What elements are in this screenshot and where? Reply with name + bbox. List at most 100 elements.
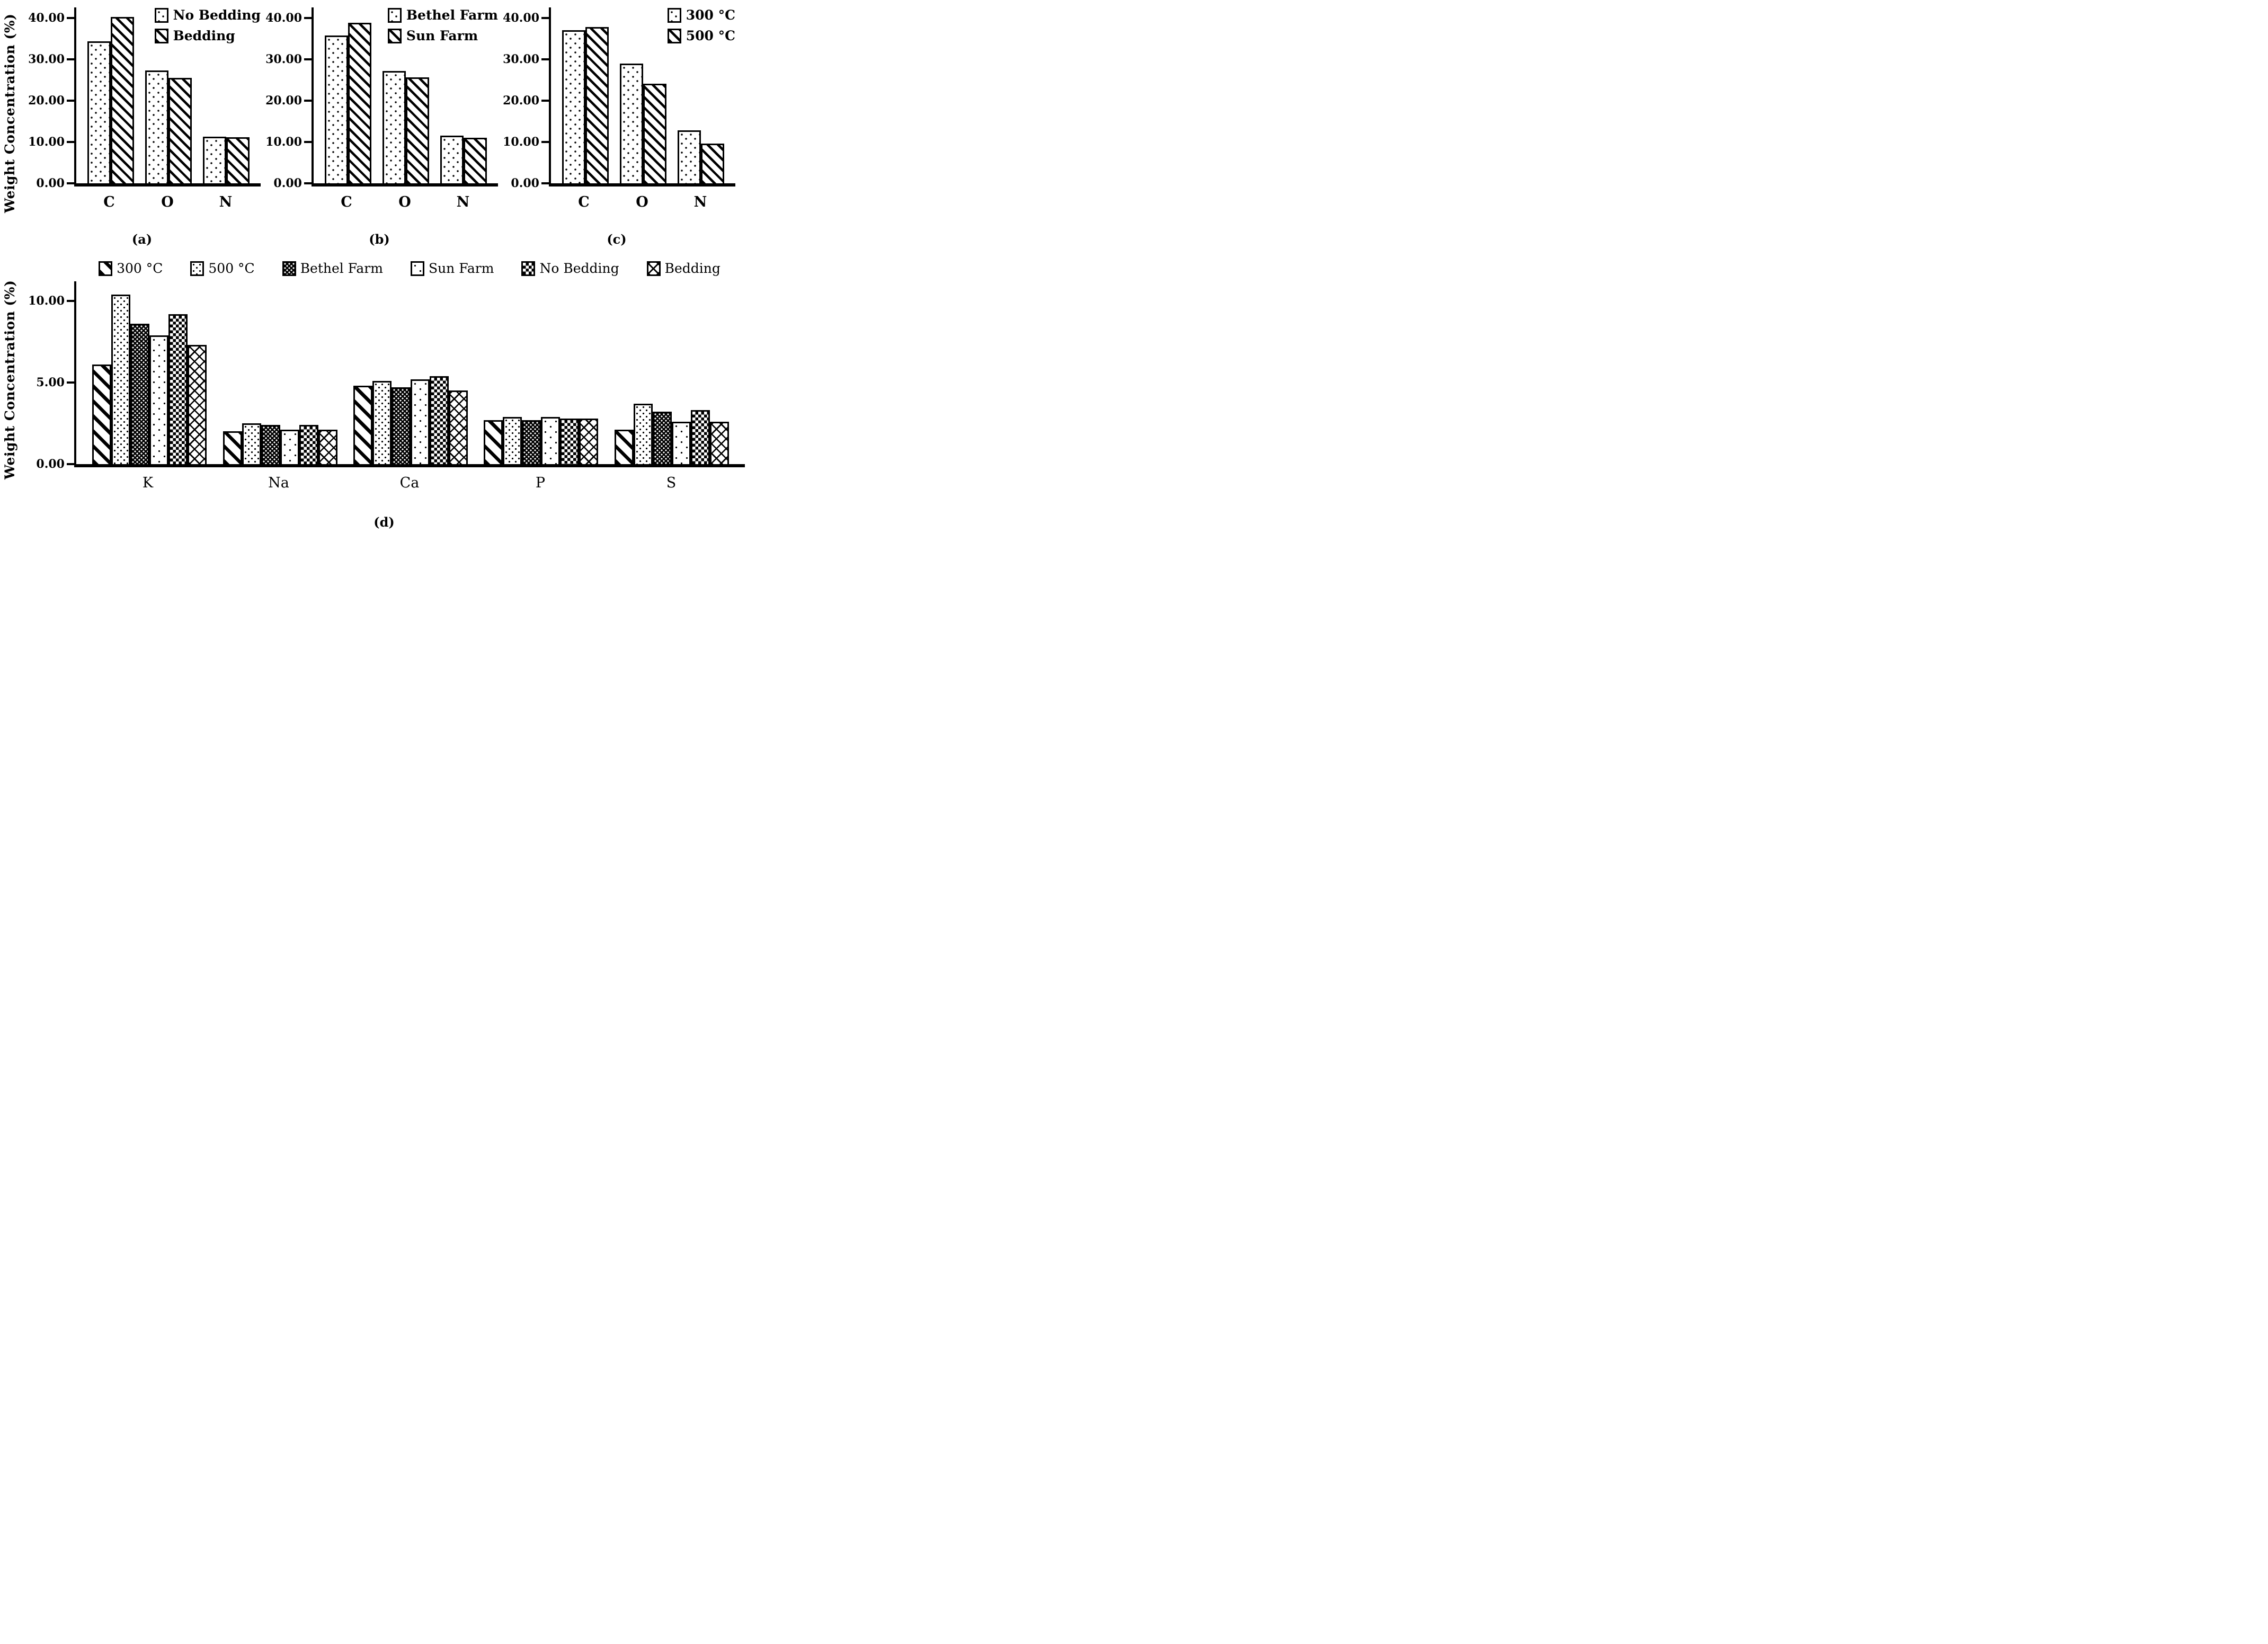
bar-500-c-n xyxy=(701,144,724,183)
bar-group-o xyxy=(620,64,666,183)
legend-swatch-sun-farm-icon xyxy=(387,28,402,43)
plot-wrap: No Bedding Bedding 0.00 10.00 20.00 30.00 40.… xyxy=(23,7,261,190)
bar-group-p xyxy=(484,417,599,464)
bar-no-bedding-k xyxy=(168,314,188,464)
bar-300-c-p xyxy=(484,420,503,464)
plot-wrap: 0.00 5.00 10.00 xyxy=(23,281,745,471)
legend-item-500-c: 500 °C xyxy=(190,261,255,276)
panel-caption: (c) xyxy=(607,232,627,247)
y-tick xyxy=(67,463,74,465)
legend-label: No Bedding xyxy=(173,7,261,23)
panel-c: 300 °C 500 °C 0.00 10.00 20.00 30.00 40.00 C O… xyxy=(498,7,735,247)
legend-label: Bedding xyxy=(173,28,235,43)
bar-sun-farm-p xyxy=(541,417,561,464)
bottom-row: Weight Concentration (%) 300 °C 500 °C Bet… xyxy=(2,261,756,530)
bar-no-bedding-s xyxy=(690,410,710,464)
legend: 300 °C 500 °C xyxy=(667,7,735,43)
y-tick xyxy=(67,381,74,384)
legend-label: Sun Farm xyxy=(406,28,478,43)
bar-500-c-k xyxy=(111,295,131,464)
bar-bethel-farm-p xyxy=(522,420,541,464)
plot-area: 0.00 5.00 10.00 xyxy=(28,281,745,471)
bar-bedding-n xyxy=(226,137,250,183)
legend-swatch-bedding-icon xyxy=(154,28,168,43)
bar-bedding-na xyxy=(318,430,337,464)
y-tick-label: 0.00 xyxy=(511,176,539,190)
y-axis-label-top: Weight Concentration (%) xyxy=(2,13,17,214)
y-tick-label: 40.00 xyxy=(503,11,539,25)
legend-swatch-300-c-icon xyxy=(667,7,681,23)
bar-no-bedding-c xyxy=(87,41,111,183)
bar-bethel-farm-c xyxy=(325,35,348,183)
legend-item-bedding: Bedding xyxy=(646,261,721,276)
legend-label: 300 °C xyxy=(117,261,163,276)
y-tick xyxy=(67,16,74,19)
x-label-n: N xyxy=(219,194,233,210)
legend-item-300-c: 300 °C xyxy=(667,7,735,23)
y-tick-label: 30.00 xyxy=(28,52,65,66)
bar-group-n xyxy=(678,130,724,183)
bar-500-c-ca xyxy=(372,381,392,464)
bar-300-c-c xyxy=(562,30,585,183)
legend-swatch-bethel-farm-icon xyxy=(282,261,296,276)
plot-area: Bethel Farm Sun Farm 0.00 10.00 20.00 30.00 4… xyxy=(265,7,498,190)
bar-group-n xyxy=(203,137,250,183)
bar-sun-farm-n xyxy=(464,138,487,183)
legend-item-bedding: Bedding xyxy=(154,28,261,43)
legend: Bethel Farm Sun Farm xyxy=(387,7,498,43)
x-label-na: Na xyxy=(268,475,289,491)
bar-300-c-n xyxy=(678,130,701,183)
bars-row xyxy=(314,7,498,183)
legend-swatch-500-c-icon xyxy=(190,261,204,276)
legend-item-sun-farm: Sun Farm xyxy=(387,28,498,43)
bar-no-bedding-n xyxy=(203,137,226,183)
panel-a: No Bedding Bedding 0.00 10.00 20.00 30.00 40.… xyxy=(23,7,261,247)
bar-group-s xyxy=(614,404,729,464)
y-tick-label: 40.00 xyxy=(265,11,302,25)
bar-500-c-c xyxy=(585,27,609,183)
y-tick-label: 5.00 xyxy=(36,375,65,389)
y-tick xyxy=(304,182,312,184)
legend-swatch-500-c-icon xyxy=(667,28,681,43)
bar-group-ca xyxy=(353,376,468,464)
panel-d: 300 °C 500 °C Bethel Farm Sun Farm No Beddin… xyxy=(23,261,745,530)
legend-item-500-c: 500 °C xyxy=(667,28,735,43)
bar-300-c-s xyxy=(614,430,634,464)
legend-item-300-c: 300 °C xyxy=(99,261,163,276)
legend-label: Bedding xyxy=(664,261,721,276)
bar-300-c-na xyxy=(223,431,242,464)
bar-group-c xyxy=(87,17,134,183)
bar-group-o xyxy=(145,70,192,183)
x-label-o: O xyxy=(398,194,411,210)
y-tick-label: 10.00 xyxy=(503,135,539,149)
bar-500-c-o xyxy=(643,84,666,183)
legend-item-sun-farm: Sun Farm xyxy=(410,261,494,276)
legend-swatch-no-bedding-icon xyxy=(154,7,168,23)
legend-swatch-bedding-icon xyxy=(646,261,661,276)
y-tick-label: 10.00 xyxy=(28,294,65,308)
panel-caption: (b) xyxy=(369,232,390,247)
bar-bethel-farm-ca xyxy=(391,387,411,464)
bar-no-bedding-na xyxy=(299,425,318,464)
bar-group-k xyxy=(92,295,207,464)
bar-300-c-k xyxy=(92,365,112,464)
y-tick xyxy=(67,99,74,102)
legend-item-bethel-farm: Bethel Farm xyxy=(387,7,498,23)
bar-group-n xyxy=(440,136,487,183)
legend-label: Sun Farm xyxy=(428,261,494,276)
plot-area: 300 °C 500 °C 0.00 10.00 20.00 30.00 40.00 xyxy=(503,7,735,190)
y-tick-label: 0.00 xyxy=(36,176,65,190)
y-axis-label-bottom: Weight Concentration (%) xyxy=(2,280,17,480)
y-tick-label: 10.00 xyxy=(28,135,65,149)
x-label-s: S xyxy=(666,475,677,491)
bar-sun-farm-s xyxy=(671,422,691,464)
y-tick xyxy=(67,299,74,302)
y-tick xyxy=(304,16,312,19)
x-label-ca: Ca xyxy=(399,475,420,491)
legend-label: 500 °C xyxy=(686,28,735,43)
bars-row xyxy=(551,7,735,183)
panel-caption: (d) xyxy=(373,514,395,530)
legend-label: Bethel Farm xyxy=(300,261,383,276)
y-tick xyxy=(541,16,549,19)
